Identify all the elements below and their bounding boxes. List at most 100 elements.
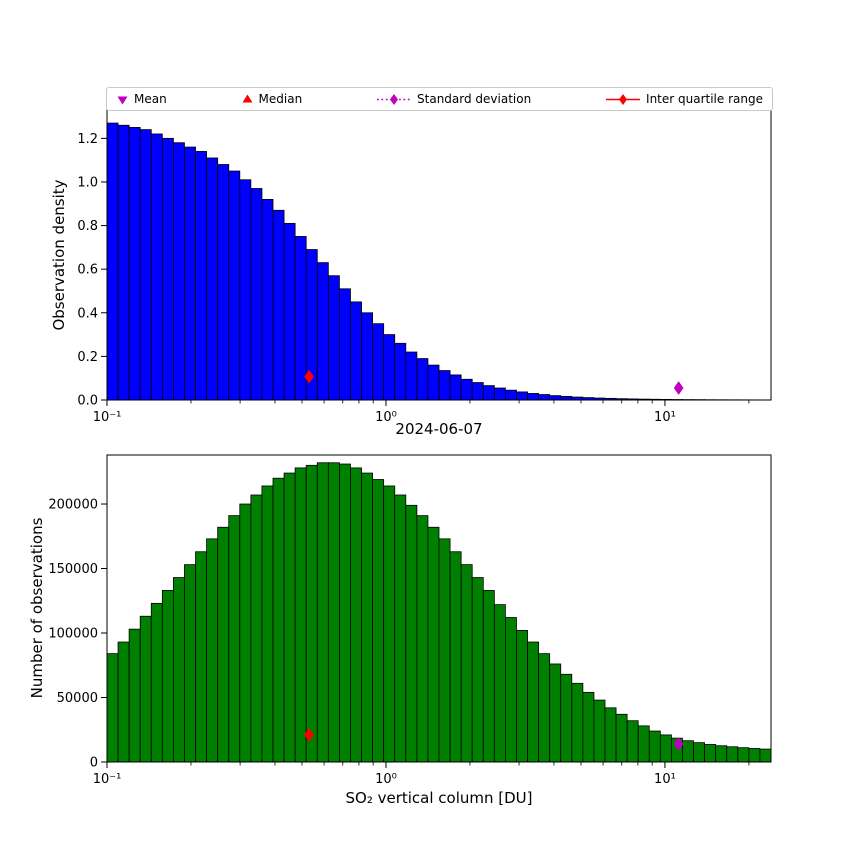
histogram-bar [150,133,163,401]
histogram-bar [726,746,739,763]
histogram-bar [493,604,506,763]
y-tick-label: 0.4 [77,306,98,321]
histogram-bar [449,374,462,401]
standard-deviation-marker [673,381,684,395]
y-tick-label: 200000 [48,498,98,513]
histogram-bar [538,394,551,401]
x-tick-label: 10¹ [654,772,676,787]
y-tick-label: 0.2 [77,350,98,365]
y-tick-label: 1.0 [77,175,98,190]
histogram-bar [615,713,628,763]
histogram-bar [272,209,285,401]
bottom-xlabel: SO₂ vertical column [DU] [345,789,533,807]
standard-deviation-marker [673,737,684,751]
legend-label: Mean [134,92,167,106]
legend: Mean Median Standard deviation Inter quarti… [106,87,773,111]
legend-label: Inter quartile range [646,92,763,106]
histogram-bar [527,641,540,763]
histogram-bar [549,395,562,401]
histogram-bar [206,538,219,763]
y-tick-label: 0.0 [77,394,98,409]
histogram-bar [316,462,329,763]
histogram-bar [261,485,274,763]
histogram-bar [206,157,219,401]
y-tick-label: 1.2 [77,132,98,147]
histogram-bar [316,262,329,401]
histogram-bar [217,164,230,401]
histogram-bar [659,734,672,763]
histogram-bar [184,564,196,763]
y-axis-ticks: 0.0 0.2 0.4 0.6 0.8 1.0 1.2 [77,132,107,409]
legend-item-mean: Mean [116,92,167,106]
observation-count-histogram: 0 50000 100000 150000 200000 10⁻¹ 10⁰ 10¹ [48,454,772,787]
histogram-bar [128,127,141,401]
histogram-bar [759,748,772,763]
histogram-bars [106,462,772,763]
histogram-bar [471,577,484,763]
histogram-bar [250,494,263,763]
histogram-bar [327,462,340,763]
x-tick-label: 10⁰ [375,772,397,787]
legend-item-inter-quartile-range: Inter quartile range [605,92,763,106]
histogram-bar [604,707,617,763]
median-marker-icon [241,93,254,106]
histogram-bar [139,615,152,763]
legend-label: Median [258,92,303,106]
y-tick-label: 0.8 [77,219,98,234]
histogram-bar [460,564,473,763]
top-ylabel: Observation density [50,179,68,331]
x-tick-label: 10⁻¹ [93,772,122,787]
legend-item-standard-deviation: Standard deviation [376,92,531,106]
histogram-bar [582,691,595,763]
standard-deviation-marker-icon [376,93,412,106]
histogram-bar [416,515,429,763]
histogram-bar [294,467,307,763]
histogram-bar [184,146,196,401]
histogram-bar [560,395,573,401]
x-axis-ticks: 10⁻¹ 10⁰ 10¹ [93,400,750,425]
histogram-bar [106,122,119,401]
histogram-bar [327,275,340,401]
histogram-bar [394,494,407,763]
histogram-bar [427,526,440,763]
histogram-bar [405,351,418,401]
histogram-bar [560,673,573,763]
histogram-bar [405,504,418,763]
histogram-bar [460,378,473,401]
axes-box [106,454,772,763]
y-tick-label: 150000 [48,562,98,577]
histogram-bar [593,699,606,763]
histogram-bar [361,312,373,401]
histogram-bar [516,391,528,401]
histogram-bar [504,617,517,763]
histogram-bar [128,628,141,763]
histogram-bar [383,334,396,401]
histogram-bar [571,682,584,763]
histogram-bar [338,288,351,401]
histogram-bar [438,538,451,763]
histogram-bar [272,477,285,763]
histogram-bar [516,630,528,763]
histogram-bar [438,370,451,401]
inter-quartile-range-marker-icon [605,93,641,106]
histogram-bar [139,129,152,401]
histogram-bars [106,122,772,401]
histogram-bar [504,389,517,401]
histogram-bar [172,577,185,763]
histogram-bar [549,663,562,763]
histogram-bar [283,472,296,763]
histogram-bar [361,472,373,763]
x-axis-ticks: 10⁻¹ 10⁰ 10¹ [93,762,750,787]
histogram-bar [626,720,639,763]
histogram-bar [372,479,385,763]
histogram-bar [383,485,396,763]
legend-item-median: Median [241,92,303,106]
histogram-bar [693,742,706,763]
histogram-bar [161,137,174,401]
histogram-bar [217,526,230,763]
bottom-ylabel: Number of observations [28,517,46,699]
histogram-bar [350,467,362,763]
histogram-bar [161,590,174,763]
x-tick-label: 10⁰ [375,410,397,425]
